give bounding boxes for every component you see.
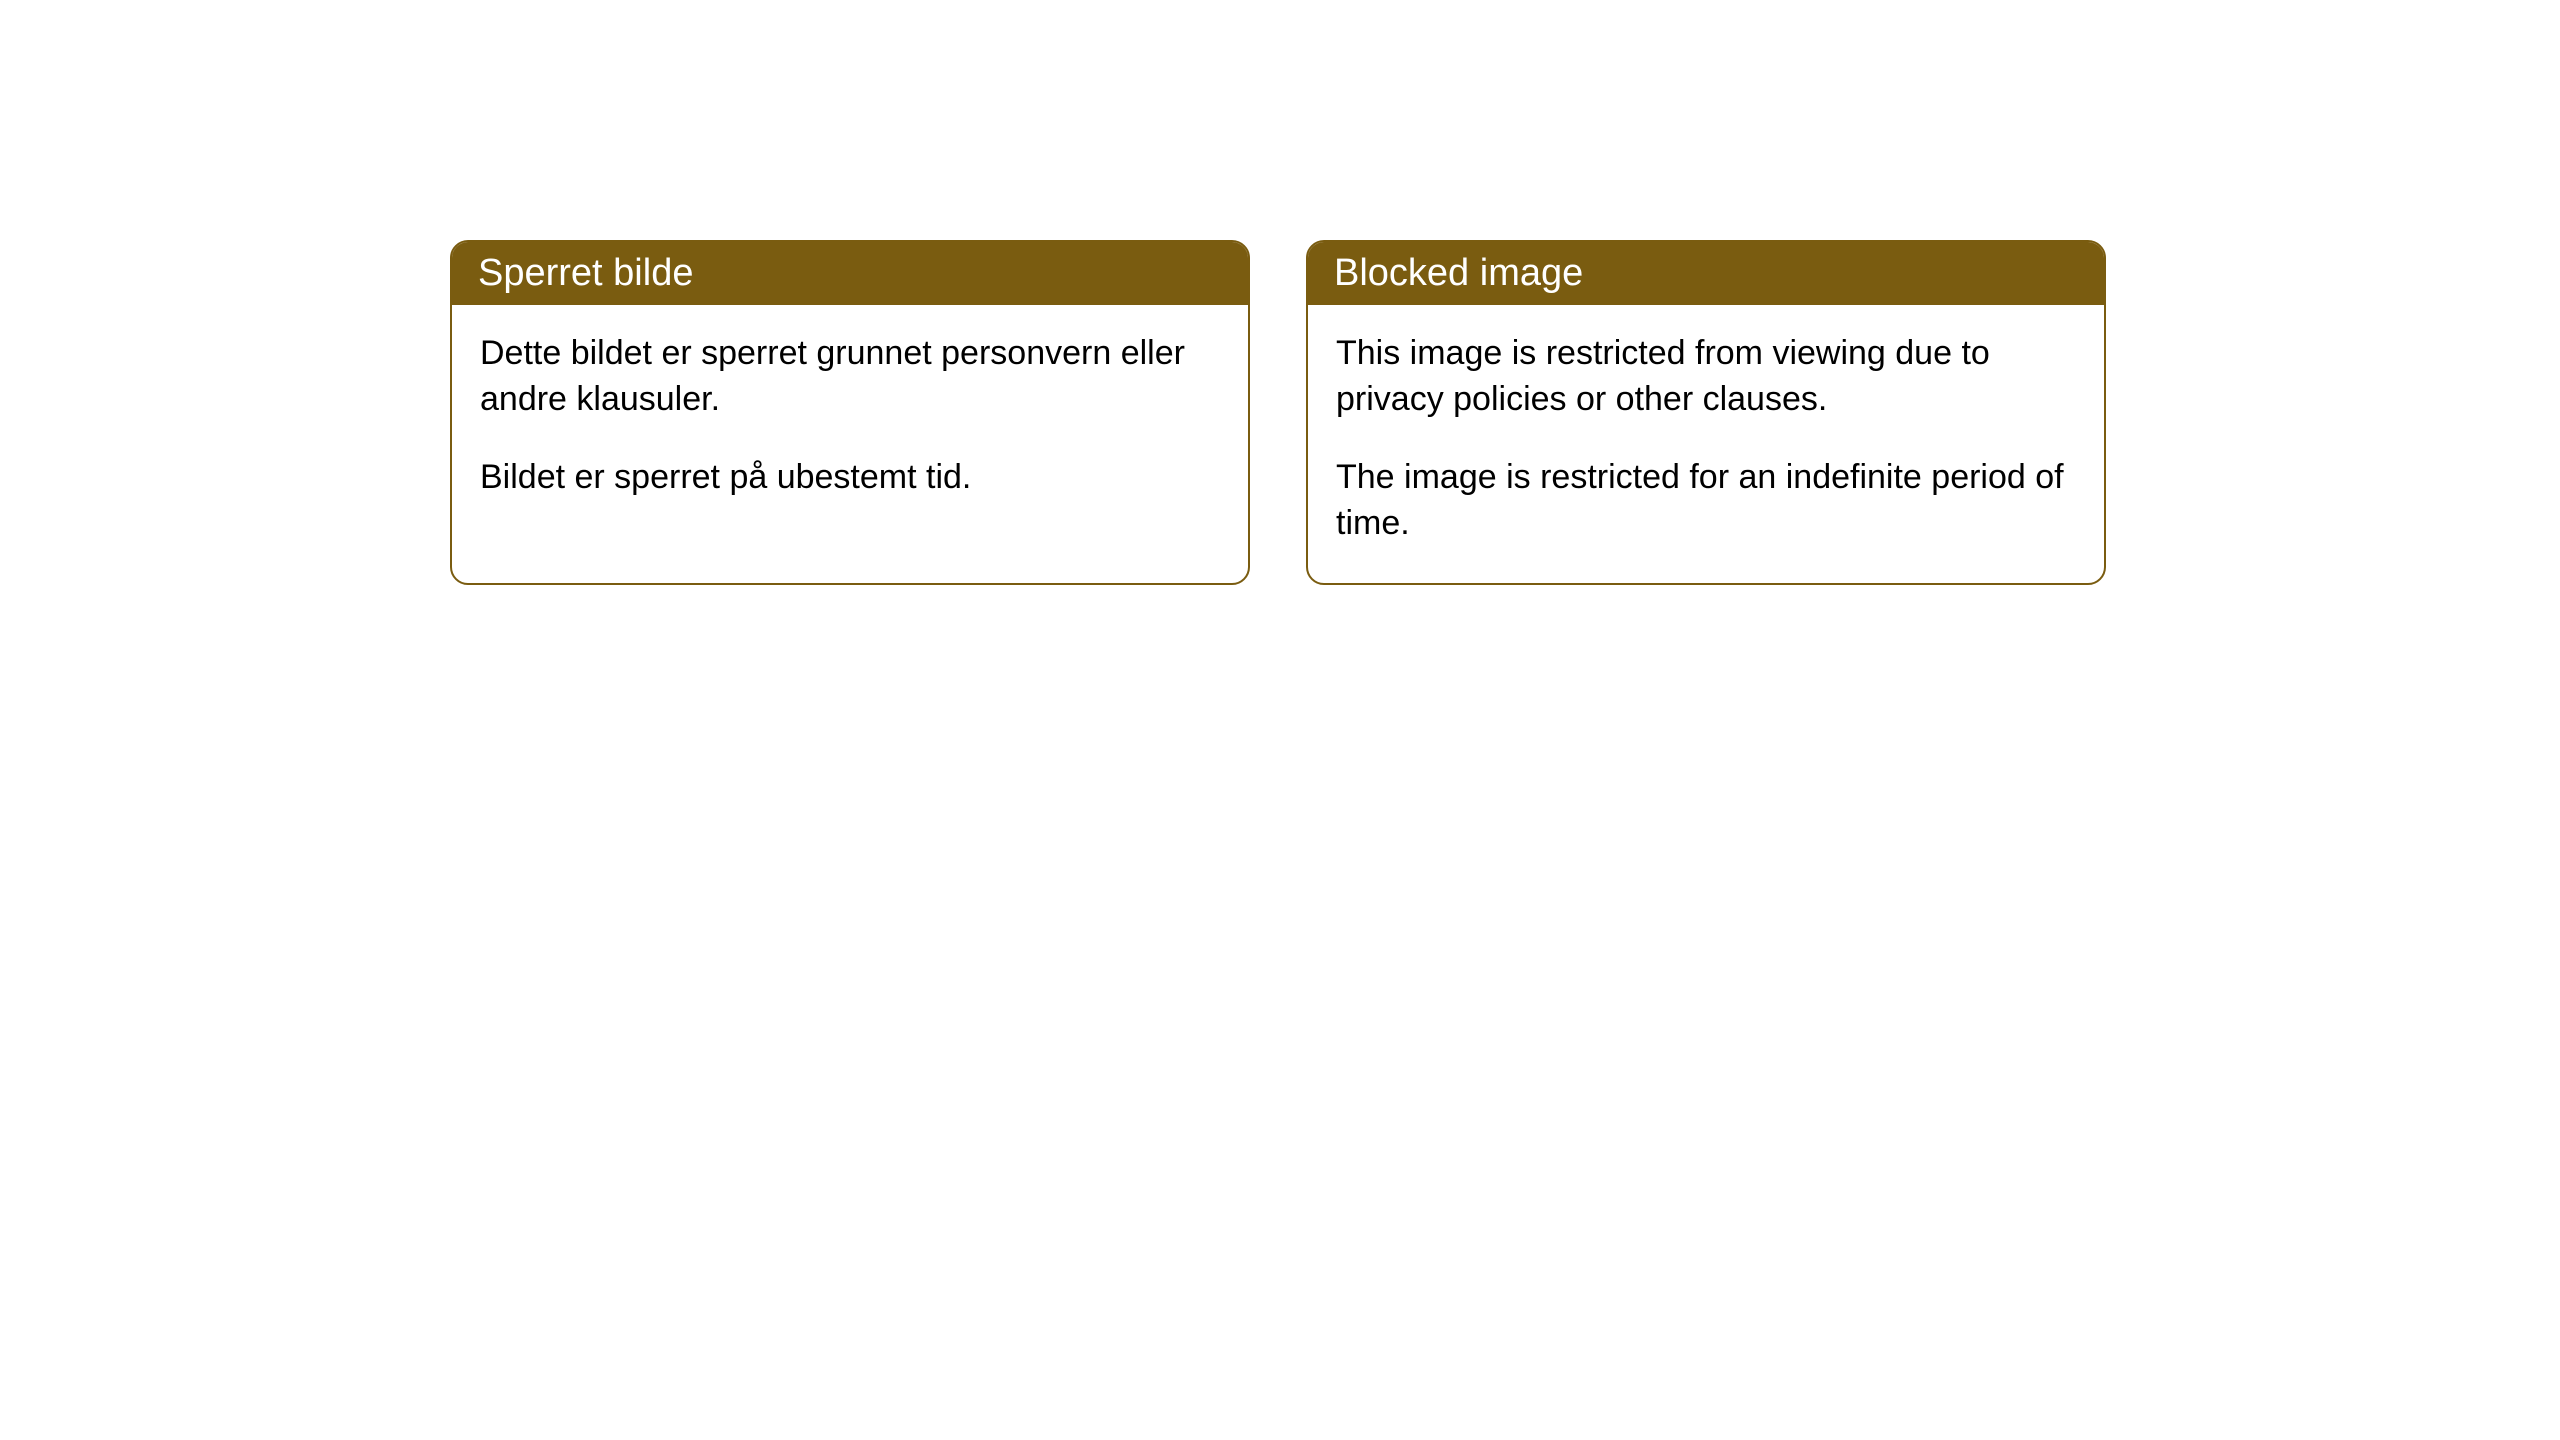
cards-container: Sperret bilde Dette bildet er sperret gr… — [0, 0, 2560, 585]
card-body-no: Dette bildet er sperret grunnet personve… — [452, 305, 1248, 537]
blocked-image-card-en: Blocked image This image is restricted f… — [1306, 240, 2106, 585]
card-paragraph-en-2: The image is restricted for an indefinit… — [1336, 455, 2076, 547]
card-paragraph-no-2: Bildet er sperret på ubestemt tid. — [480, 455, 1220, 501]
card-paragraph-no-1: Dette bildet er sperret grunnet personve… — [480, 331, 1220, 423]
card-body-en: This image is restricted from viewing du… — [1308, 305, 2104, 583]
blocked-image-card-no: Sperret bilde Dette bildet er sperret gr… — [450, 240, 1250, 585]
card-header-en: Blocked image — [1308, 242, 2104, 305]
card-paragraph-en-1: This image is restricted from viewing du… — [1336, 331, 2076, 423]
card-header-no: Sperret bilde — [452, 242, 1248, 305]
